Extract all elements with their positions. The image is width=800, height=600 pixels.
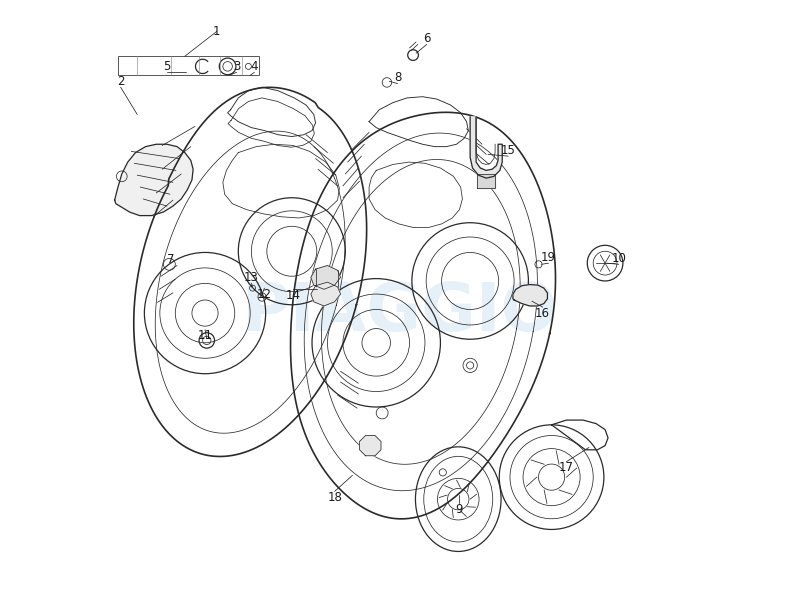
Text: 9: 9 [456,503,463,516]
Text: 16: 16 [535,307,550,320]
Text: 12: 12 [257,287,272,301]
Polygon shape [478,174,495,188]
Text: 19: 19 [541,251,556,264]
Text: 7: 7 [167,253,175,266]
Polygon shape [114,144,193,215]
Text: 5: 5 [163,60,170,73]
Text: 6: 6 [423,32,430,45]
Text: 15: 15 [501,144,516,157]
Text: 14: 14 [286,289,301,302]
Text: PIAGGIO: PIAGGIO [242,279,558,345]
Text: 4: 4 [250,60,258,73]
Text: 3: 3 [233,60,240,73]
Text: 8: 8 [394,71,402,84]
Text: 18: 18 [327,491,342,504]
Polygon shape [359,436,381,456]
Text: 2: 2 [117,75,124,88]
Text: 10: 10 [611,252,626,265]
Polygon shape [513,284,547,306]
Text: 11: 11 [198,329,213,342]
Polygon shape [311,282,341,306]
Text: 1: 1 [213,25,221,38]
Text: 13: 13 [244,271,259,284]
Polygon shape [470,117,502,178]
Text: 17: 17 [559,461,574,474]
Polygon shape [311,266,341,289]
